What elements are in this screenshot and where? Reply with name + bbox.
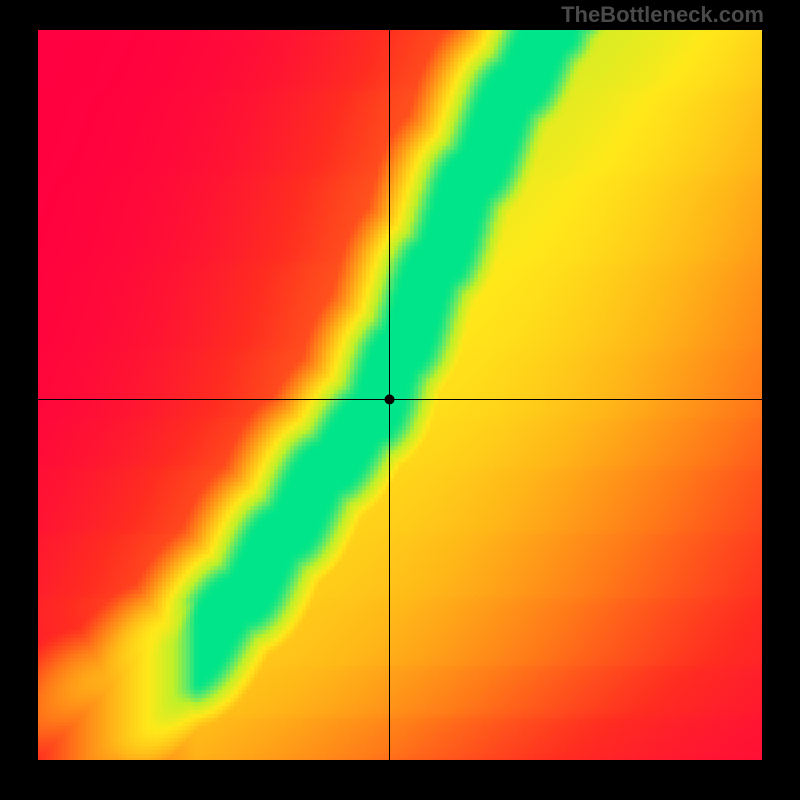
watermark-label: TheBottleneck.com: [561, 2, 764, 28]
bottleneck-heatmap: [38, 30, 762, 760]
chart-container: TheBottleneck.com: [0, 0, 800, 800]
